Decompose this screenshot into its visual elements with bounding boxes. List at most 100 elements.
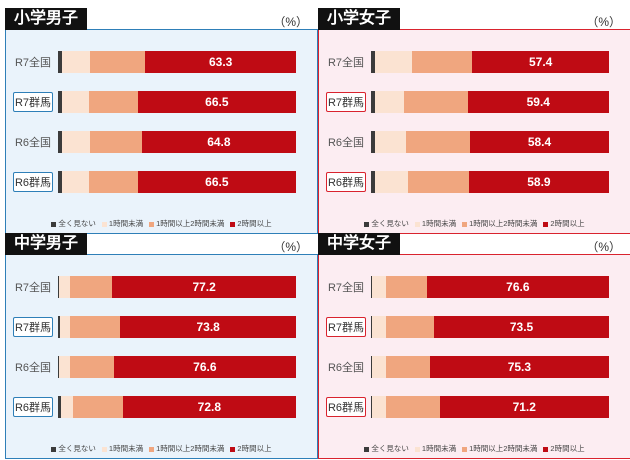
- legend-label: 1時間未満: [108, 219, 144, 228]
- stacked-bar: 66.5: [58, 91, 296, 113]
- bar-seg-over-2h: [472, 51, 609, 73]
- data-label: 58.9: [527, 175, 551, 189]
- bar-seg-under-1h: [374, 171, 409, 193]
- legend-item: 2時間以上: [543, 218, 585, 229]
- bar-seg-over-2h: [426, 276, 609, 298]
- legend-item: 全く見ない: [51, 443, 96, 454]
- legend-label: 1時間以上2時間未満: [469, 444, 538, 453]
- legend-label: 1時間未満: [421, 219, 457, 228]
- panel-title: 中学男子: [5, 233, 88, 255]
- legend-label: 1時間未満: [421, 444, 457, 453]
- bar-seg-under-1h: [61, 171, 89, 193]
- data-label: 77.2: [192, 280, 216, 294]
- bar-seg-over-2h: [467, 91, 609, 113]
- legend-label: 全く見ない: [371, 219, 409, 228]
- legend-swatch: [101, 446, 107, 452]
- category-label: R6全国: [327, 137, 365, 149]
- data-label: 59.4: [526, 95, 550, 109]
- data-label: 76.6: [193, 360, 217, 374]
- bar-seg-over-2h: [439, 396, 609, 418]
- legend-label: 全く見ない: [58, 444, 96, 453]
- category-label: R6全国: [327, 362, 365, 374]
- legend-item: 1時間以上2時間未満: [149, 443, 224, 454]
- category-label: R7全国: [14, 57, 52, 69]
- bar-seg-none: [58, 91, 62, 113]
- data-label: 58.4: [527, 135, 552, 149]
- chart-area: R7全国 76.6 R7群馬 73.5 R6全国 75.3 R6群馬 71.2 全く見ない 1時間…: [318, 254, 630, 459]
- panel-title: 中学女子: [318, 233, 401, 255]
- legend-swatch: [462, 446, 468, 452]
- bar-seg-under-1h: [374, 131, 406, 153]
- legend-item: 1時間未満: [101, 218, 144, 229]
- stacked-bar: 58.9: [371, 171, 609, 193]
- stacked-bar: 66.5: [58, 171, 296, 193]
- legend: 全く見ない 1時間未満 1時間以上2時間未満 2時間以上: [6, 218, 317, 230]
- bar-seg-over-2h: [468, 171, 609, 193]
- bar-seg-none: [371, 316, 373, 338]
- legend-swatch: [543, 446, 549, 452]
- legend-swatch: [230, 446, 236, 452]
- bar-seg-1h-to-2h: [403, 91, 468, 113]
- unit-label: （%）: [586, 15, 621, 29]
- bar-seg-over-2h: [470, 131, 609, 153]
- legend-item: 1時間未満: [101, 443, 144, 454]
- legend-item: 全く見ない: [51, 218, 96, 229]
- bar-seg-over-2h: [137, 91, 296, 113]
- bar-seg-under-1h: [61, 131, 90, 153]
- bar-seg-over-2h: [145, 51, 296, 73]
- legend-label: 1時間以上2時間未満: [156, 219, 225, 228]
- stacked-bar: 63.3: [58, 51, 296, 73]
- legend-label: 2時間以上: [550, 219, 585, 228]
- bar-seg-under-1h: [61, 91, 89, 113]
- unit-label: （%）: [273, 240, 308, 254]
- category-label: R6群馬: [13, 172, 53, 192]
- stacked-bar: 77.2: [58, 276, 296, 298]
- legend-item: 2時間以上: [543, 443, 585, 454]
- legend-label: 1時間未満: [108, 444, 144, 453]
- legend-label: 2時間以上: [237, 444, 272, 453]
- bar-seg-1h-to-2h: [72, 396, 123, 418]
- legend-label: 2時間以上: [237, 219, 272, 228]
- category-label: R7群馬: [326, 92, 366, 112]
- data-label: 73.8: [196, 320, 220, 334]
- bar-seg-1h-to-2h: [385, 356, 430, 378]
- bar-seg-1h-to-2h: [386, 316, 435, 338]
- category-label: R7全国: [327, 282, 365, 294]
- panel-junior-high-boys: 中学男子 （%） R7全国 77.2 R7群馬 73.8 R6全国 76.6 R6群馬 72.…: [5, 233, 318, 459]
- bar-seg-under-1h: [59, 276, 71, 298]
- bar-seg-under-1h: [374, 91, 404, 113]
- legend-item: 1時間以上2時間未満: [462, 218, 537, 229]
- stacked-bar: 57.4: [371, 51, 609, 73]
- legend: 全く見ない 1時間未満 1時間以上2時間未満 2時間以上: [319, 443, 630, 455]
- category-label: R7全国: [327, 57, 365, 69]
- panel-elementary-boys: 小学男子 （%） R7全国 63.3 R7群馬 66.5 R6全国 64.8 R6群馬 66.…: [5, 8, 318, 234]
- data-label: 63.3: [208, 55, 233, 69]
- panel-title: 小学男子: [5, 8, 88, 30]
- bar-seg-none: [371, 91, 375, 113]
- bar-seg-over-2h: [141, 131, 296, 153]
- category-label: R6群馬: [13, 397, 53, 417]
- stacked-bar: 73.8: [58, 316, 296, 338]
- stacked-bar: 59.4: [371, 91, 609, 113]
- legend-label: 1時間以上2時間未満: [469, 219, 538, 228]
- bar-seg-over-2h: [429, 356, 609, 378]
- bar-seg-under-1h: [61, 51, 90, 73]
- data-label: 64.8: [207, 135, 231, 149]
- legend-swatch: [230, 221, 236, 227]
- legend-label: 2時間以上: [550, 444, 585, 453]
- legend: 全く見ない 1時間未満 1時間以上2時間未満 2時間以上: [319, 218, 630, 230]
- bar-seg-none: [58, 276, 60, 298]
- bar-seg-1h-to-2h: [70, 276, 113, 298]
- bar-seg-under-1h: [60, 396, 73, 418]
- bar-seg-1h-to-2h: [89, 131, 142, 153]
- bar-seg-under-1h: [59, 356, 71, 378]
- bar-seg-1h-to-2h: [412, 51, 473, 73]
- stacked-bar: 75.3: [371, 356, 609, 378]
- legend: 全く見ない 1時間未満 1時間以上2時間未満 2時間以上: [6, 443, 317, 455]
- data-label: 76.6: [506, 280, 530, 294]
- stacked-bar: 58.4: [371, 131, 609, 153]
- bar-seg-none: [58, 316, 61, 338]
- chart-area: R7全国 77.2 R7群馬 73.8 R6全国 76.6 R6群馬 72.8 全く見ない 1時間…: [5, 254, 318, 459]
- legend-item: 全く見ない: [364, 218, 409, 229]
- panel-title: 小学女子: [318, 8, 401, 30]
